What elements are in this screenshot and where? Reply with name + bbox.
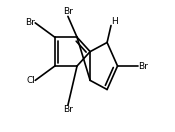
Text: Br: Br: [63, 7, 73, 16]
Text: Br: Br: [63, 105, 73, 114]
Text: Cl: Cl: [26, 76, 35, 85]
Text: H: H: [111, 16, 118, 25]
Text: Br: Br: [25, 18, 35, 27]
Text: Br: Br: [138, 62, 148, 70]
